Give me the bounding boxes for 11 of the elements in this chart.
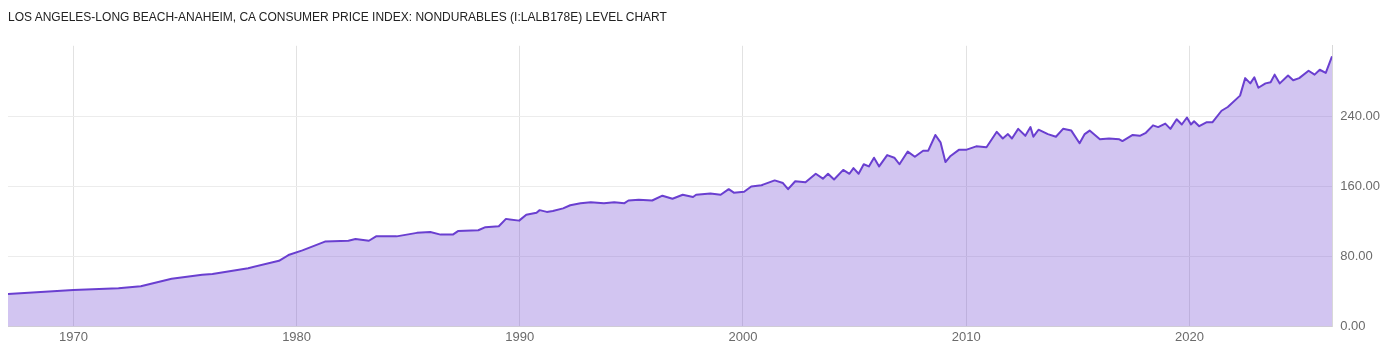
y-tick-label: 80.00 (1340, 248, 1373, 264)
y-tick-label: 0.00 (1340, 317, 1366, 333)
x-tick-label: 1970 (58, 328, 88, 344)
x-tick-label: 2000 (728, 328, 758, 344)
y-tick-label: 160.00 (1340, 178, 1380, 194)
x-tick-label: 2020 (1174, 328, 1204, 344)
chart-title: LOS ANGELES-LONG BEACH-ANAHEIM, CA CONSUMER PRICE INDEX: NONDURABLES (I:LALB178E) LEVEL CHART (8, 9, 668, 26)
x-tick-label: 2010 (951, 328, 981, 344)
x-tick-label: 1990 (505, 328, 535, 344)
y-tick-label: 240.00 (1340, 108, 1380, 124)
x-tick-label: 1980 (282, 328, 312, 344)
